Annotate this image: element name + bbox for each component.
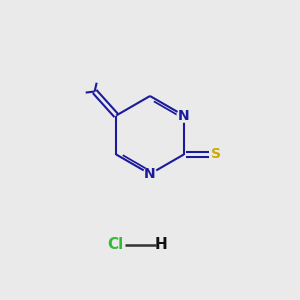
- Text: N: N: [144, 167, 156, 181]
- Circle shape: [143, 167, 157, 181]
- Text: Cl: Cl: [107, 237, 124, 252]
- Text: S: S: [211, 148, 221, 161]
- Text: N: N: [178, 109, 190, 122]
- Text: H: H: [154, 237, 167, 252]
- Circle shape: [177, 109, 190, 122]
